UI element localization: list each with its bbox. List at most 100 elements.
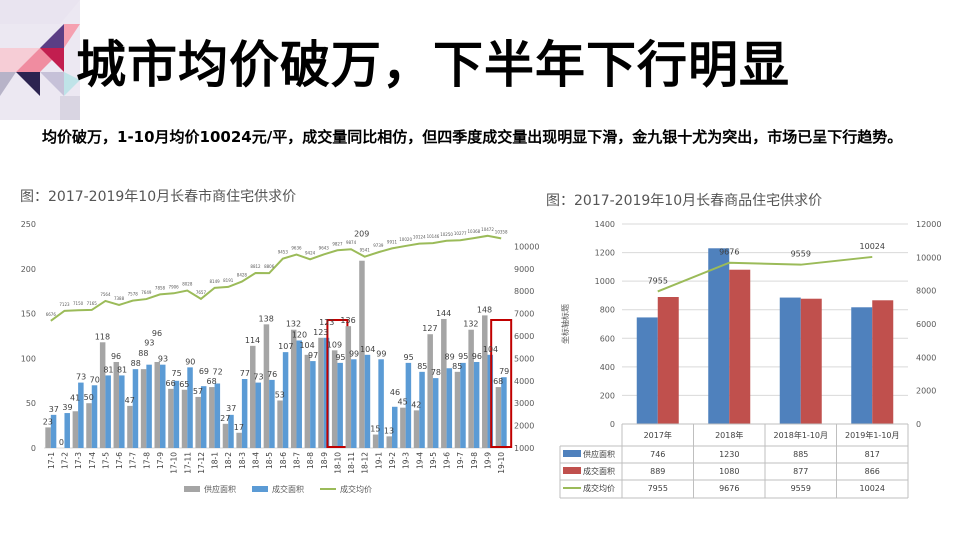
y-tick-label: 1200 xyxy=(595,249,615,258)
y2-tick-label: 2000 xyxy=(514,422,534,431)
y2-tick-label: 10000 xyxy=(916,253,941,262)
price-data-label: 9636 xyxy=(291,246,302,251)
price-data-label: 7906 xyxy=(169,284,180,289)
y2-tick-label: 12000 xyxy=(916,220,941,229)
price-data-label: 10250 xyxy=(440,232,453,237)
supply-bar xyxy=(250,345,256,448)
supply-data-label: 50 xyxy=(84,393,94,402)
supply-bar xyxy=(359,260,365,448)
supply-bar xyxy=(140,369,147,448)
y2-tick-label: 6000 xyxy=(916,320,936,329)
supply-bar xyxy=(468,329,474,448)
price-data-label: 9911 xyxy=(387,239,398,244)
y-tick-label: 200 xyxy=(600,391,615,400)
supply-data-label: 23 xyxy=(43,417,53,426)
x-tick-label: 17-6 xyxy=(115,452,124,469)
supply-bar xyxy=(708,248,730,424)
x-tick-label: 19-1 xyxy=(374,452,383,469)
table-cell: 7955 xyxy=(648,484,668,493)
supply-bar xyxy=(400,407,406,448)
y2-tick-label: 7000 xyxy=(514,310,534,319)
supply-bar xyxy=(318,337,324,448)
deal-data-label: 95 xyxy=(458,352,468,361)
price-data-label: 10358 xyxy=(495,229,508,234)
supply-data-label: 53 xyxy=(275,391,285,400)
deal-data-label: 97 xyxy=(308,351,318,360)
deal-data-label: 73 xyxy=(76,373,86,382)
deal-data-label: 104 xyxy=(483,345,498,354)
supply-data-label: 136 xyxy=(340,316,355,325)
y-tick-label: 100 xyxy=(21,354,36,363)
x-tick-label: 18-7 xyxy=(292,452,301,469)
supply-data-label: 88 xyxy=(138,349,148,358)
supply-data-label: 57 xyxy=(193,387,203,396)
supply-data-label: 209 xyxy=(354,230,369,239)
x-tick-label: 17-7 xyxy=(129,452,138,469)
deal-data-label: 79 xyxy=(499,367,509,376)
supply-data-label: 41 xyxy=(70,393,80,402)
price-data-label: 8028 xyxy=(182,282,193,287)
deal-bar xyxy=(446,368,453,448)
legend-swatch xyxy=(252,486,268,492)
deal-bar xyxy=(473,361,480,448)
deal-data-label: 120 xyxy=(292,330,307,339)
x-tick-label: 18-11 xyxy=(347,452,356,474)
supply-data-label: 13 xyxy=(384,426,394,435)
deal-bar xyxy=(187,367,193,448)
table-row-label: 供应面积 xyxy=(583,449,615,459)
deal-bar xyxy=(310,361,316,448)
deal-bar xyxy=(392,406,398,448)
y-tick-label: 600 xyxy=(600,334,615,343)
y2-tick-label: 2000 xyxy=(916,387,936,396)
table-cell: 889 xyxy=(650,467,665,476)
deal-bar xyxy=(872,300,894,424)
price-data-label: 9739 xyxy=(373,243,384,248)
supply-bar xyxy=(45,427,51,448)
deal-bar xyxy=(214,383,221,448)
supply-data-label: 0 xyxy=(59,438,64,447)
price-data-label: 10024 xyxy=(860,242,885,251)
supply-bar xyxy=(372,434,379,448)
deal-bar xyxy=(405,362,412,448)
deal-data-label: 76 xyxy=(267,370,277,379)
supply-bar xyxy=(441,318,447,448)
x-tick-label: 19-3 xyxy=(402,452,411,469)
deal-bar xyxy=(282,352,289,448)
price-data-label: 8812 xyxy=(250,264,261,269)
y-tick-label: 1000 xyxy=(595,277,615,286)
x-tick-label: 18-6 xyxy=(279,452,288,469)
y2-tick-label: 9000 xyxy=(514,265,534,274)
supply-data-label: 132 xyxy=(286,320,301,329)
price-data-label: 10368 xyxy=(468,229,481,234)
table-row-label: 成交均价 xyxy=(583,483,615,493)
price-data-label: 9827 xyxy=(332,241,343,246)
deal-data-label: 37 xyxy=(226,404,236,413)
supply-bar xyxy=(386,436,392,448)
table-header-cell: 2017年 xyxy=(644,430,672,440)
price-data-label: 9453 xyxy=(278,250,289,255)
deal-data-label: 39 xyxy=(62,403,72,412)
deal-bar xyxy=(255,382,262,448)
supply-data-label: 68 xyxy=(493,377,503,386)
price-data-label: 7388 xyxy=(114,296,125,301)
deal-bar xyxy=(460,362,466,448)
supply-bar xyxy=(345,326,352,448)
deal-data-label: 81 xyxy=(117,365,127,374)
supply-data-label: 109 xyxy=(327,340,342,349)
price-data-label: 7123 xyxy=(59,302,70,307)
deal-bar xyxy=(432,378,439,448)
supply-bar xyxy=(72,411,79,448)
price-data-label: 8191 xyxy=(223,278,234,283)
deal-bar xyxy=(132,369,139,448)
table-cell: 1230 xyxy=(719,450,739,459)
x-tick-label: 18-8 xyxy=(306,452,315,469)
supply-data-label: 138 xyxy=(259,314,274,323)
deal-data-label: 104 xyxy=(360,345,375,354)
deal-bar xyxy=(228,414,234,448)
deal-bar xyxy=(119,375,125,448)
price-data-label: 10020 xyxy=(399,237,412,242)
supply-data-label: 132 xyxy=(463,320,478,329)
price-data-label: 10146 xyxy=(427,234,440,239)
deal-bar xyxy=(241,379,248,448)
supply-bar xyxy=(113,361,120,448)
